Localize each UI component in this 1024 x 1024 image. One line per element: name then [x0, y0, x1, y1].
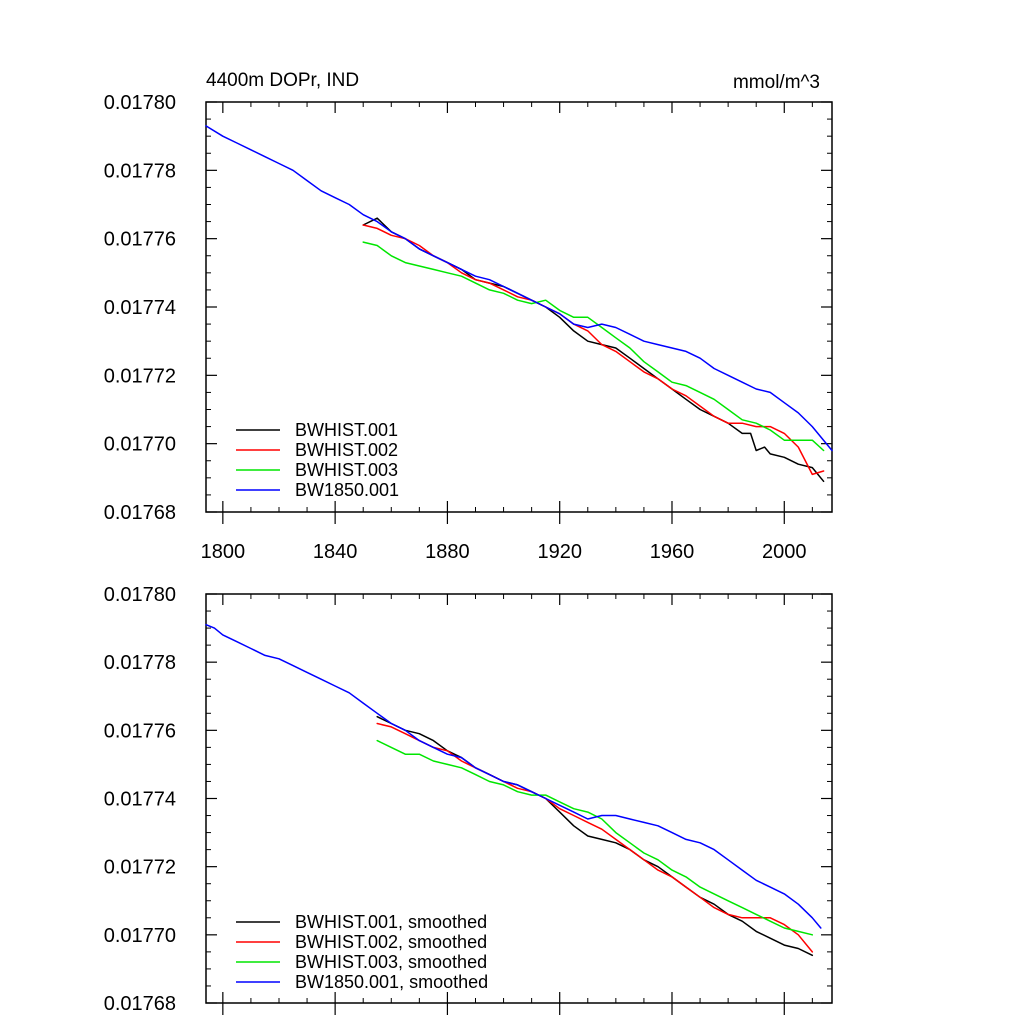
- legend-label-0: BWHIST.001: [295, 420, 398, 440]
- y-tick-label: 0.01774: [104, 297, 176, 319]
- series-line-2: [376, 739, 814, 936]
- y-tick-label: 0.01772: [104, 857, 176, 879]
- y-tick-label: 0.01770: [104, 434, 176, 456]
- units-label: mmol/m^3: [733, 72, 820, 93]
- y-tick-label: 0.01776: [104, 229, 176, 251]
- series-line-3: [205, 623, 822, 929]
- series-line-2: [362, 241, 825, 452]
- legend-label-0: BWHIST.001, smoothed: [295, 912, 487, 932]
- y-tick-label: 0.01780: [104, 92, 176, 114]
- y-tick-label: 0.01770: [104, 925, 176, 947]
- y-tick-label: 0.01776: [104, 720, 176, 742]
- x-tick-label: 1920: [537, 541, 582, 563]
- legend-label-2: BWHIST.003, smoothed: [295, 952, 487, 972]
- legend-label-3: BW1850.001: [295, 480, 399, 500]
- legend-label-1: BWHIST.002, smoothed: [295, 932, 487, 952]
- legend-label-2: BWHIST.003: [295, 460, 398, 480]
- series-line-3: [205, 125, 833, 452]
- chart-top-panel: 1800 1840 1880 1920 1960 2000 0.01768 0.01770 0.…: [104, 70, 833, 563]
- chart-title: 4400m DOPr, IND: [206, 70, 359, 91]
- chart-bottom-panel: 0.01768 0.01770 0.01772 0.01774 0.01776 0.017…: [104, 584, 833, 1015]
- x-tick-label: 1960: [650, 541, 695, 563]
- y-tick-label: 0.01768: [104, 502, 176, 524]
- x-tick-label: 1880: [425, 541, 470, 563]
- legend-label-3: BW1850.001, smoothed: [295, 972, 488, 992]
- y-tick-label: 0.01768: [104, 993, 176, 1015]
- y-tick-label: 0.01780: [104, 584, 176, 606]
- x-tick-label: 2000: [762, 541, 807, 563]
- x-tick-label: 1840: [313, 541, 358, 563]
- y-tick-label: 0.01772: [104, 365, 176, 387]
- y-tick-label: 0.01774: [104, 789, 176, 811]
- legend-label-1: BWHIST.002: [295, 440, 398, 460]
- x-tick-label: 1800: [201, 541, 246, 563]
- series-line-1: [376, 722, 814, 953]
- y-tick-label: 0.01778: [104, 160, 176, 182]
- y-tick-label: 0.01778: [104, 652, 176, 674]
